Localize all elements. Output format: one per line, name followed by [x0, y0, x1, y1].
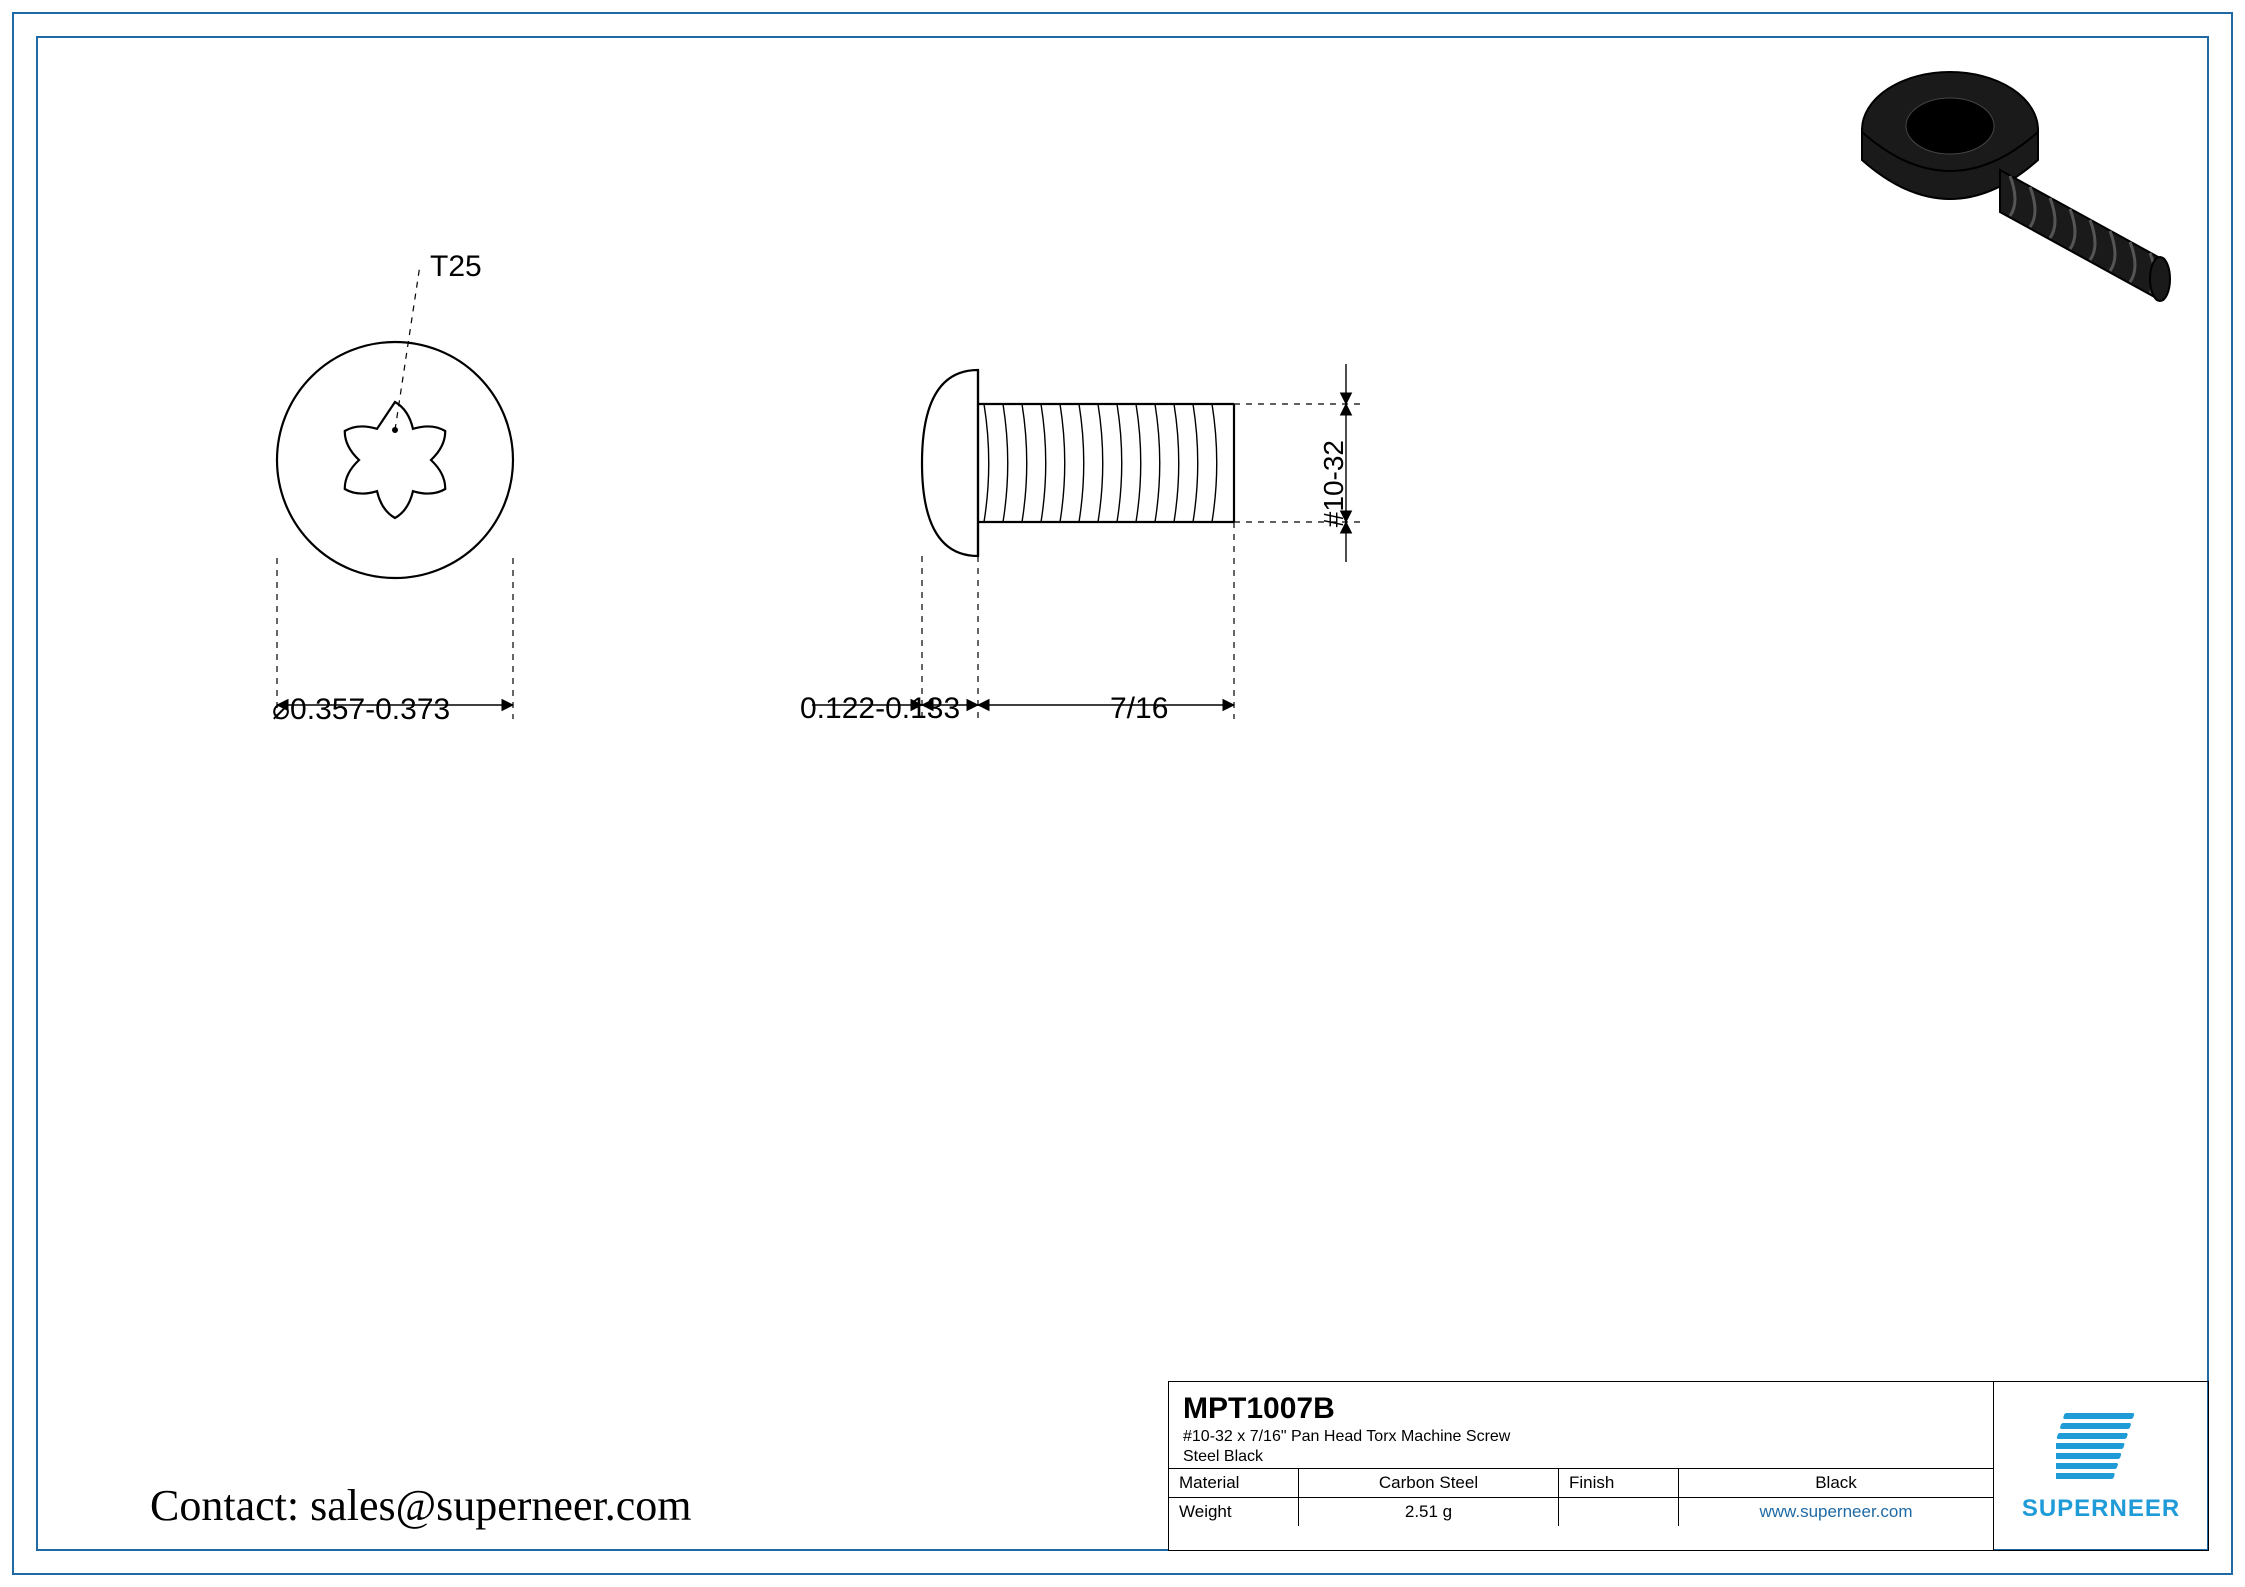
logo-icon: [2056, 1409, 2146, 1489]
drawing-sheet: T25 ⌀0.357-0.373 0.122-0.133 7/16 #10-32…: [0, 0, 2245, 1587]
title-row-material: Material Carbon Steel Finish Black: [1169, 1468, 1993, 1497]
side-view-group: [812, 364, 1360, 719]
head-height-label: 0.122-0.133: [800, 692, 960, 726]
front-view-group: [277, 265, 513, 719]
title-row-weight: Weight 2.51 g www.superneer.com: [1169, 1497, 1993, 1526]
finish-value: Black: [1679, 1469, 1993, 1497]
part-description-1: #10-32 x 7/16" Pan Head Torx Machine Scr…: [1169, 1428, 1993, 1448]
spare-label: [1559, 1498, 1679, 1526]
title-block: MPT1007B #10-32 x 7/16" Pan Head Torx Ma…: [1168, 1381, 1994, 1551]
material-label: Material: [1169, 1469, 1299, 1497]
thread-length-label: 7/16: [1110, 692, 1168, 726]
material-value: Carbon Steel: [1299, 1469, 1559, 1497]
drive-callout-label: T25: [430, 250, 482, 284]
part-number: MPT1007B: [1169, 1382, 1993, 1428]
website-link[interactable]: www.superneer.com: [1759, 1502, 1912, 1522]
head-diameter-label: ⌀0.357-0.373: [272, 692, 450, 727]
thread-spec-label: #10-32: [1318, 440, 1350, 527]
weight-value: 2.51 g: [1299, 1498, 1559, 1526]
logo-block: SUPERNEER: [1994, 1381, 2209, 1551]
drawing-canvas: [0, 0, 2245, 1587]
contact-text: Contact: sales@superneer.com: [150, 1480, 691, 1531]
part-description-2: Steel Black: [1169, 1448, 1993, 1468]
logo-wordmark: SUPERNEER: [2022, 1495, 2180, 1523]
weight-label: Weight: [1169, 1498, 1299, 1526]
website-link-cell: www.superneer.com: [1679, 1498, 1993, 1526]
iso-view-group: [1862, 72, 2170, 301]
finish-label: Finish: [1559, 1469, 1679, 1497]
